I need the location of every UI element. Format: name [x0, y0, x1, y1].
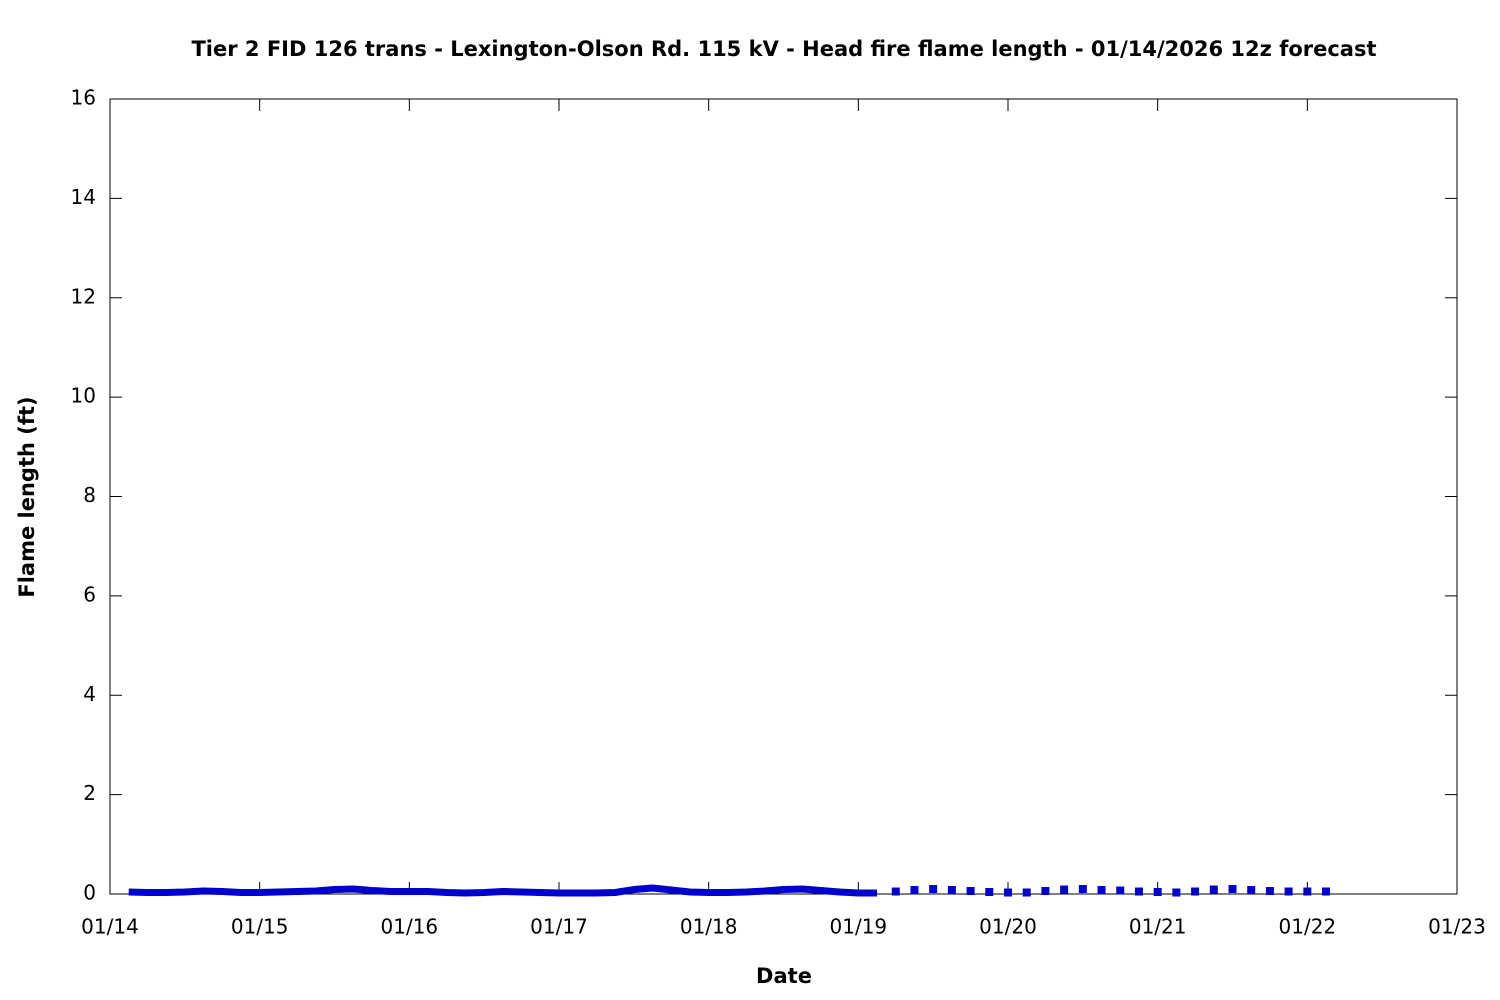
data-point: [1191, 887, 1200, 896]
y-tick-label: 4: [83, 682, 96, 706]
x-tick-label: 01/15: [231, 915, 289, 939]
data-point: [1172, 888, 1181, 897]
x-tick-label: 01/21: [1129, 915, 1187, 939]
data-point: [929, 885, 938, 894]
plot-frame: [109, 98, 1458, 895]
x-axis-label: Date: [756, 964, 812, 988]
chart-title: Tier 2 FID 126 trans - Lexington-Olson R…: [191, 37, 1376, 61]
data-point: [985, 888, 994, 897]
data-point: [1078, 885, 1087, 894]
y-tick-label: 0: [83, 881, 96, 905]
data-point: [966, 887, 975, 896]
x-tick-label: 01/18: [680, 915, 738, 939]
data-point: [1097, 886, 1106, 895]
data-point: [1116, 886, 1125, 895]
x-tick-label: 01/19: [830, 915, 888, 939]
data-point: [1284, 887, 1293, 896]
y-tick-label: 6: [83, 582, 96, 606]
y-tick-label: 8: [83, 483, 96, 507]
y-tick-label: 10: [71, 384, 96, 408]
data-point: [1209, 885, 1218, 894]
y-axis-label: Flame length (ft): [15, 396, 39, 597]
data-point: [1228, 885, 1237, 894]
data-point: [1004, 888, 1012, 897]
y-tick-label: 14: [71, 185, 96, 209]
x-tick-label: 01/23: [1428, 915, 1486, 939]
x-tick-label: 01/16: [381, 915, 439, 939]
data-point: [1153, 888, 1162, 897]
data-point: [910, 886, 919, 895]
y-tick-label: 12: [71, 284, 96, 308]
data-point: [1134, 887, 1143, 896]
x-tick-label: 01/20: [979, 915, 1037, 939]
data-point: [891, 887, 900, 896]
data-point: [1303, 887, 1312, 896]
data-point: [1060, 885, 1069, 894]
data-point: [1041, 887, 1050, 896]
x-tick-label: 01/22: [1279, 915, 1337, 939]
y-tick-label: 16: [71, 86, 96, 110]
data-point: [1247, 886, 1256, 895]
data-point: [947, 886, 956, 895]
data-point: [1265, 887, 1274, 896]
data-point: [1322, 887, 1331, 896]
x-tick-label: 01/14: [81, 915, 139, 939]
data-point: [1022, 888, 1031, 897]
data-line: [128, 884, 878, 897]
y-tick-label: 2: [83, 781, 96, 805]
x-tick-label: 01/17: [530, 915, 588, 939]
